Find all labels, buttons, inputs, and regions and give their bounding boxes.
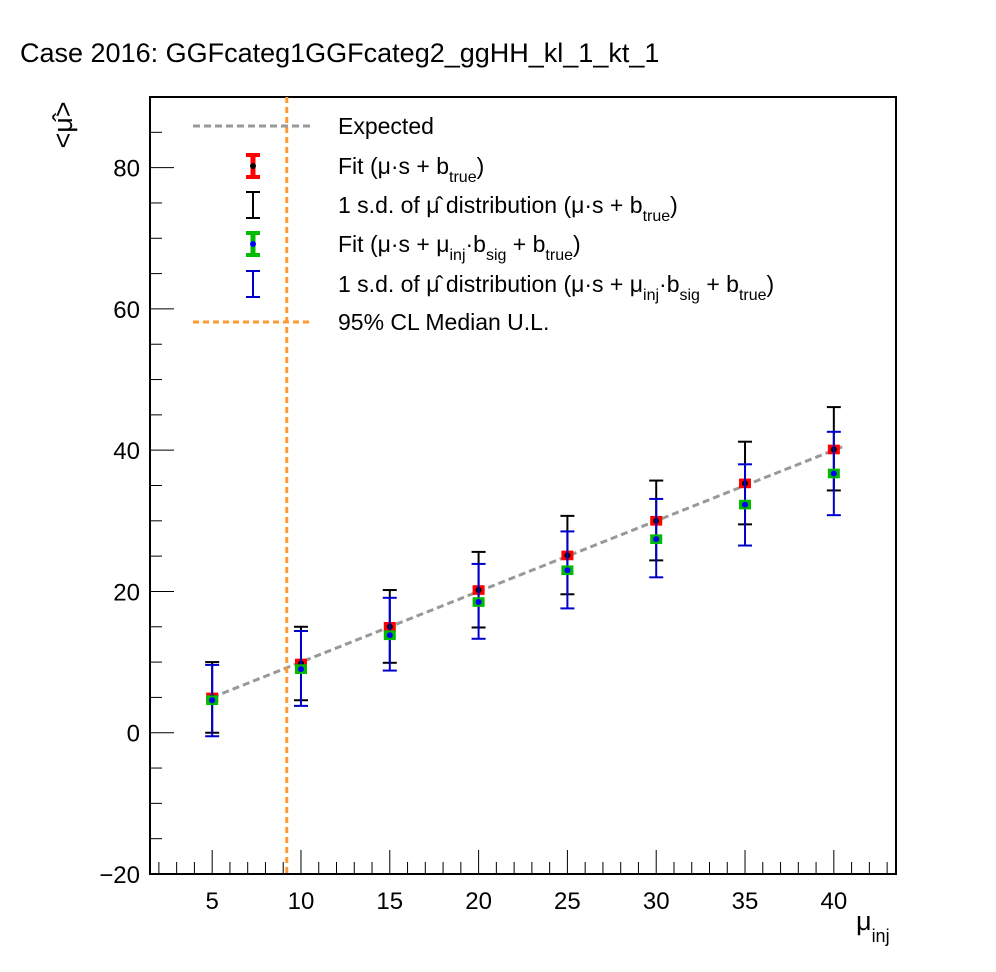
y-tick-label: 60 <box>113 297 140 324</box>
x-tick-label: 40 <box>820 888 847 915</box>
data-point <box>475 599 482 606</box>
chart-title: Case 2016: GGFcateg1GGFcateg2_ggHH_kl_1_… <box>20 38 660 68</box>
x-tick-label: 35 <box>732 888 759 915</box>
x-tick-label: 20 <box>465 888 492 915</box>
legend-fit-marker <box>250 241 256 247</box>
legend-label: Fit (μ·s + btrue) <box>338 153 484 186</box>
y-tick-label: −20 <box>99 862 140 889</box>
legend-label: Expected <box>338 113 434 139</box>
legend: Expected Fit (μ·s + btrue) 1 s.d. of μ̂ di… <box>193 113 774 335</box>
data-point <box>297 666 304 673</box>
x-axis-label: μinj <box>856 906 890 946</box>
data-point <box>830 470 837 477</box>
data-point <box>209 697 216 704</box>
y-tick-label: 0 <box>127 721 140 748</box>
y-tick-label: 20 <box>113 579 140 606</box>
x-tick-label: 10 <box>288 888 315 915</box>
y-tick-label: 40 <box>113 438 140 465</box>
legend-fit-marker <box>250 163 256 169</box>
y-axis-label: <μ̂> <box>48 101 78 148</box>
x-tick-label: 25 <box>554 888 581 915</box>
x-tick-label: 15 <box>376 888 403 915</box>
legend-label: 1 s.d. of μ̂ distribution (μ·s + btrue) <box>338 192 678 225</box>
data-point <box>653 536 660 543</box>
data-point <box>386 632 393 639</box>
legend-label: Fit (μ·s + μinj·bsig + btrue) <box>338 231 581 264</box>
data-point <box>564 567 571 574</box>
expected-line <box>211 445 844 699</box>
data-point <box>742 501 749 508</box>
legend-label: 95% CL Median U.L. <box>338 309 549 335</box>
legend-label: 1 s.d. of μ̂ distribution (μ·s + μinj·bs… <box>338 271 774 304</box>
x-tick-label: 30 <box>643 888 670 915</box>
x-tick-label: 5 <box>205 888 218 915</box>
y-tick-label: 80 <box>113 156 140 183</box>
